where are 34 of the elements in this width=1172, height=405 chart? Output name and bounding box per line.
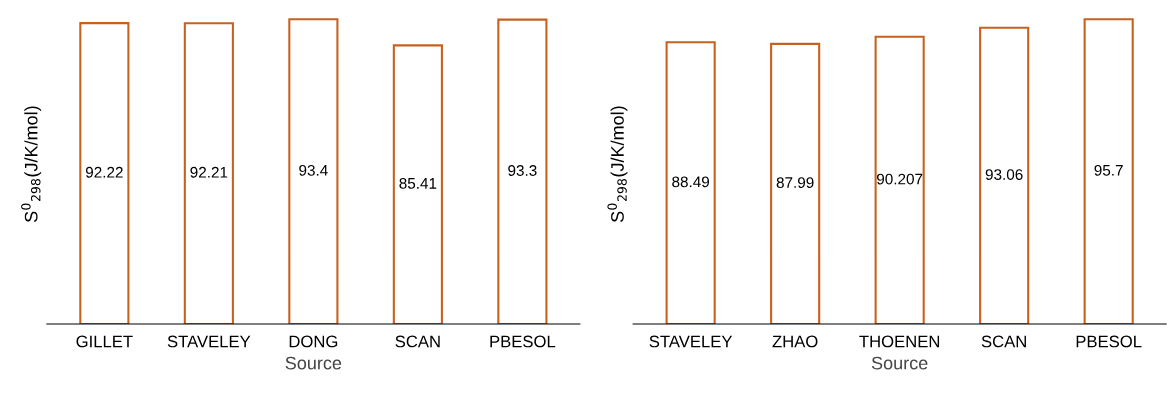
data-label: 93.3 bbox=[508, 165, 537, 176]
data-label: 92.22 bbox=[85, 166, 123, 178]
bar bbox=[665, 41, 716, 324]
bar bbox=[497, 18, 548, 324]
bar bbox=[1083, 18, 1134, 324]
x-tick-label: SCAN bbox=[981, 335, 1026, 348]
x-tick-label: STAVELEY bbox=[167, 335, 251, 348]
bar bbox=[79, 22, 130, 324]
x-axis-title: Source bbox=[871, 356, 928, 370]
data-label: 85.41 bbox=[399, 177, 437, 189]
bar bbox=[183, 22, 234, 324]
bar bbox=[288, 18, 339, 324]
bar bbox=[770, 42, 821, 324]
x-tick-label: THOENEN bbox=[859, 335, 940, 348]
x-tick-label: PBESOL bbox=[1076, 335, 1142, 348]
data-label: 87.99 bbox=[776, 177, 814, 189]
bar bbox=[874, 35, 925, 324]
data-label: 90.207 bbox=[877, 173, 923, 185]
bar bbox=[392, 44, 443, 324]
y-axis-title: S$^{0}$$_{298}$(J/K/mol) bbox=[607, 106, 628, 223]
data-label: 93.4 bbox=[299, 164, 328, 176]
x-tick-label: STAVELEY bbox=[649, 335, 733, 348]
data-label: 93.06 bbox=[985, 169, 1023, 180]
x-axis-title: Source bbox=[285, 356, 342, 370]
bar bbox=[979, 26, 1030, 324]
data-label: 88.49 bbox=[672, 176, 710, 188]
x-tick-label: GILLET bbox=[76, 335, 133, 348]
x-tick-label: SCAN bbox=[395, 335, 440, 348]
x-tick-label: PBESOL bbox=[490, 335, 556, 348]
y-axis-title: S$^{0}$$_{298}$(J/K/mol) bbox=[21, 106, 42, 223]
data-label: 95.7 bbox=[1094, 164, 1123, 176]
data-label: 92.21 bbox=[190, 166, 228, 178]
x-tick-label: ZHAO bbox=[772, 335, 818, 348]
x-tick-label: DONG bbox=[289, 335, 338, 348]
